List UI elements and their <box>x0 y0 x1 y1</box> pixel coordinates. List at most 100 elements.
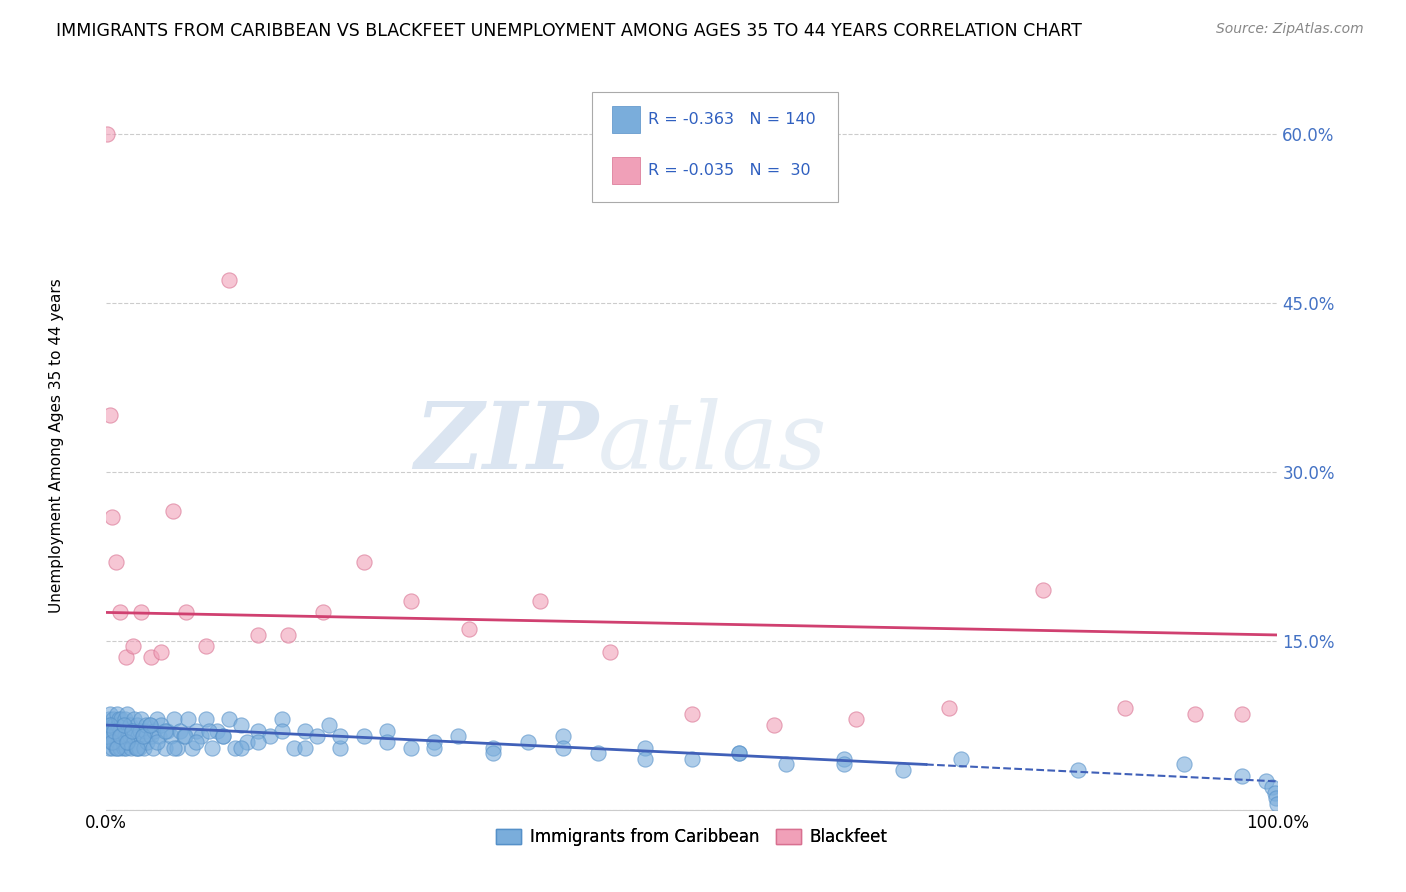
Point <box>98 723 121 738</box>
Point <box>131 729 153 743</box>
Point <box>516 735 538 749</box>
Text: R = -0.363   N = 140: R = -0.363 N = 140 <box>648 112 817 127</box>
Point <box>105 706 128 721</box>
Point <box>423 740 446 755</box>
Point <box>138 718 160 732</box>
Point <box>1264 786 1286 800</box>
Point <box>108 729 131 743</box>
Point <box>103 723 125 738</box>
Point <box>143 723 166 738</box>
Point <box>174 606 197 620</box>
Point <box>551 740 574 755</box>
Point <box>375 723 398 738</box>
Point <box>103 713 125 727</box>
Point <box>104 740 127 755</box>
Point <box>950 752 973 766</box>
Point <box>111 735 134 749</box>
Point <box>194 713 217 727</box>
Point <box>727 746 749 760</box>
Point <box>132 740 155 755</box>
Point <box>634 752 657 766</box>
Point <box>110 729 132 743</box>
FancyBboxPatch shape <box>612 157 640 185</box>
Point <box>117 735 139 749</box>
Point <box>139 729 162 743</box>
Point <box>845 713 868 727</box>
Point <box>103 735 125 749</box>
Point <box>207 723 229 738</box>
Point <box>277 628 299 642</box>
Point <box>124 713 146 727</box>
Point <box>247 723 270 738</box>
Point <box>122 639 145 653</box>
Point <box>135 718 157 732</box>
Point <box>131 729 153 743</box>
Point <box>247 735 270 749</box>
Point <box>186 735 208 749</box>
Point <box>294 723 316 738</box>
Point <box>101 740 124 755</box>
Point <box>131 606 153 620</box>
Point <box>247 628 270 642</box>
Point <box>131 713 153 727</box>
FancyBboxPatch shape <box>592 92 838 202</box>
Point <box>163 713 186 727</box>
Point <box>107 735 129 749</box>
Point <box>423 735 446 749</box>
Point <box>481 740 503 755</box>
Point <box>96 718 118 732</box>
Point <box>173 729 195 743</box>
Point <box>599 645 621 659</box>
Point <box>110 740 132 755</box>
Point <box>1032 582 1054 597</box>
Point <box>551 729 574 743</box>
Point <box>153 740 176 755</box>
Point <box>112 718 135 732</box>
Point <box>271 713 294 727</box>
Point <box>1260 780 1282 794</box>
Point <box>159 729 181 743</box>
Point <box>190 729 212 743</box>
Point <box>115 740 138 755</box>
Point <box>97 740 120 755</box>
Point <box>98 718 121 732</box>
Point <box>166 740 188 755</box>
Point <box>169 723 191 738</box>
Point <box>110 723 132 738</box>
Point <box>129 723 152 738</box>
Point <box>481 746 503 760</box>
Point <box>118 729 141 743</box>
Point <box>97 713 120 727</box>
Point <box>198 723 221 738</box>
Point <box>142 740 165 755</box>
Point <box>353 729 375 743</box>
Point <box>201 740 224 755</box>
Point <box>186 723 208 738</box>
Point <box>312 606 335 620</box>
Point <box>458 623 481 637</box>
Point <box>112 718 135 732</box>
Point <box>305 729 328 743</box>
Point <box>318 718 340 732</box>
Point <box>218 713 240 727</box>
Point <box>177 713 200 727</box>
Point <box>681 706 703 721</box>
Point <box>762 718 785 732</box>
Point <box>153 723 176 738</box>
Point <box>446 729 468 743</box>
Point <box>163 740 186 755</box>
Point <box>212 729 235 743</box>
Point <box>96 729 118 743</box>
Point <box>218 273 240 287</box>
Point <box>121 723 143 738</box>
Point <box>156 723 179 738</box>
Point <box>128 740 150 755</box>
Point <box>681 752 703 766</box>
Point <box>104 555 127 569</box>
Point <box>134 723 156 738</box>
Point <box>98 409 121 423</box>
Point <box>194 639 217 653</box>
Point <box>294 740 316 755</box>
Text: ZIP: ZIP <box>413 399 598 489</box>
Point <box>145 713 167 727</box>
